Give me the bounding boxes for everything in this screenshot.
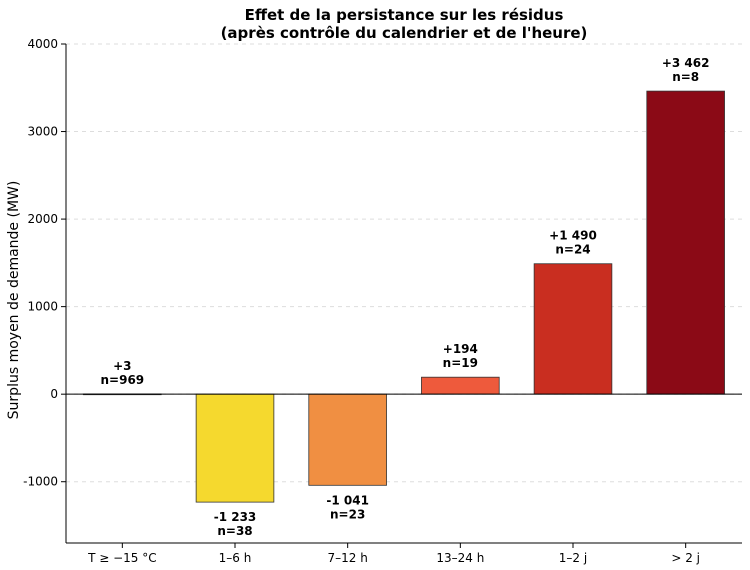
data-label-count: n=24 xyxy=(555,243,590,257)
gridlines xyxy=(66,43,742,483)
data-label-count: n=23 xyxy=(330,507,365,521)
bar xyxy=(421,376,500,395)
y-axis-label: Surplus moyen de demande (MW) xyxy=(6,181,22,420)
x-tick-label: 1–2 j xyxy=(559,551,587,565)
x-tick-label: 13–24 h xyxy=(436,551,484,565)
data-label-value: -1 233 xyxy=(214,510,257,524)
data-label-count: n=19 xyxy=(443,356,478,370)
chart-title-line1: Effet de la persistance sur les résidus xyxy=(245,6,564,24)
bar xyxy=(308,393,387,486)
y-tick-label: 3000 xyxy=(27,125,58,139)
chart-title-line2: (après contrôle du calendrier et de l'he… xyxy=(221,24,588,42)
data-label-value: +3 xyxy=(113,359,131,373)
bar xyxy=(646,90,725,395)
data-label-count: n=969 xyxy=(101,373,145,387)
y-tick-label: 2000 xyxy=(27,212,58,226)
bar xyxy=(195,393,275,503)
data-label-value: +3 462 xyxy=(662,56,710,70)
y-tick-label: 1000 xyxy=(27,300,58,314)
bars xyxy=(83,90,725,503)
data-label-value: -1 041 xyxy=(326,493,369,507)
x-tick-label: > 2 j xyxy=(671,551,700,565)
y-tick-label: -1000 xyxy=(23,475,58,489)
y-tick-label: 4000 xyxy=(27,37,58,51)
data-label-value: +1 490 xyxy=(549,229,597,243)
data-label-count: n=38 xyxy=(217,524,252,538)
data-label-count: n=8 xyxy=(672,70,699,84)
axes: -1000 0 1000 2000 3000 4000 T ≥ −15 °C 1–6 h 7–1… xyxy=(23,37,742,565)
x-tick-label: T ≥ −15 °C xyxy=(87,551,157,565)
bar xyxy=(533,263,613,395)
y-tick-label: 0 xyxy=(50,387,58,401)
x-tick-label: 1–6 h xyxy=(219,551,252,565)
x-tick-label: 7–12 h xyxy=(328,551,368,565)
data-label-value: +194 xyxy=(443,342,478,356)
